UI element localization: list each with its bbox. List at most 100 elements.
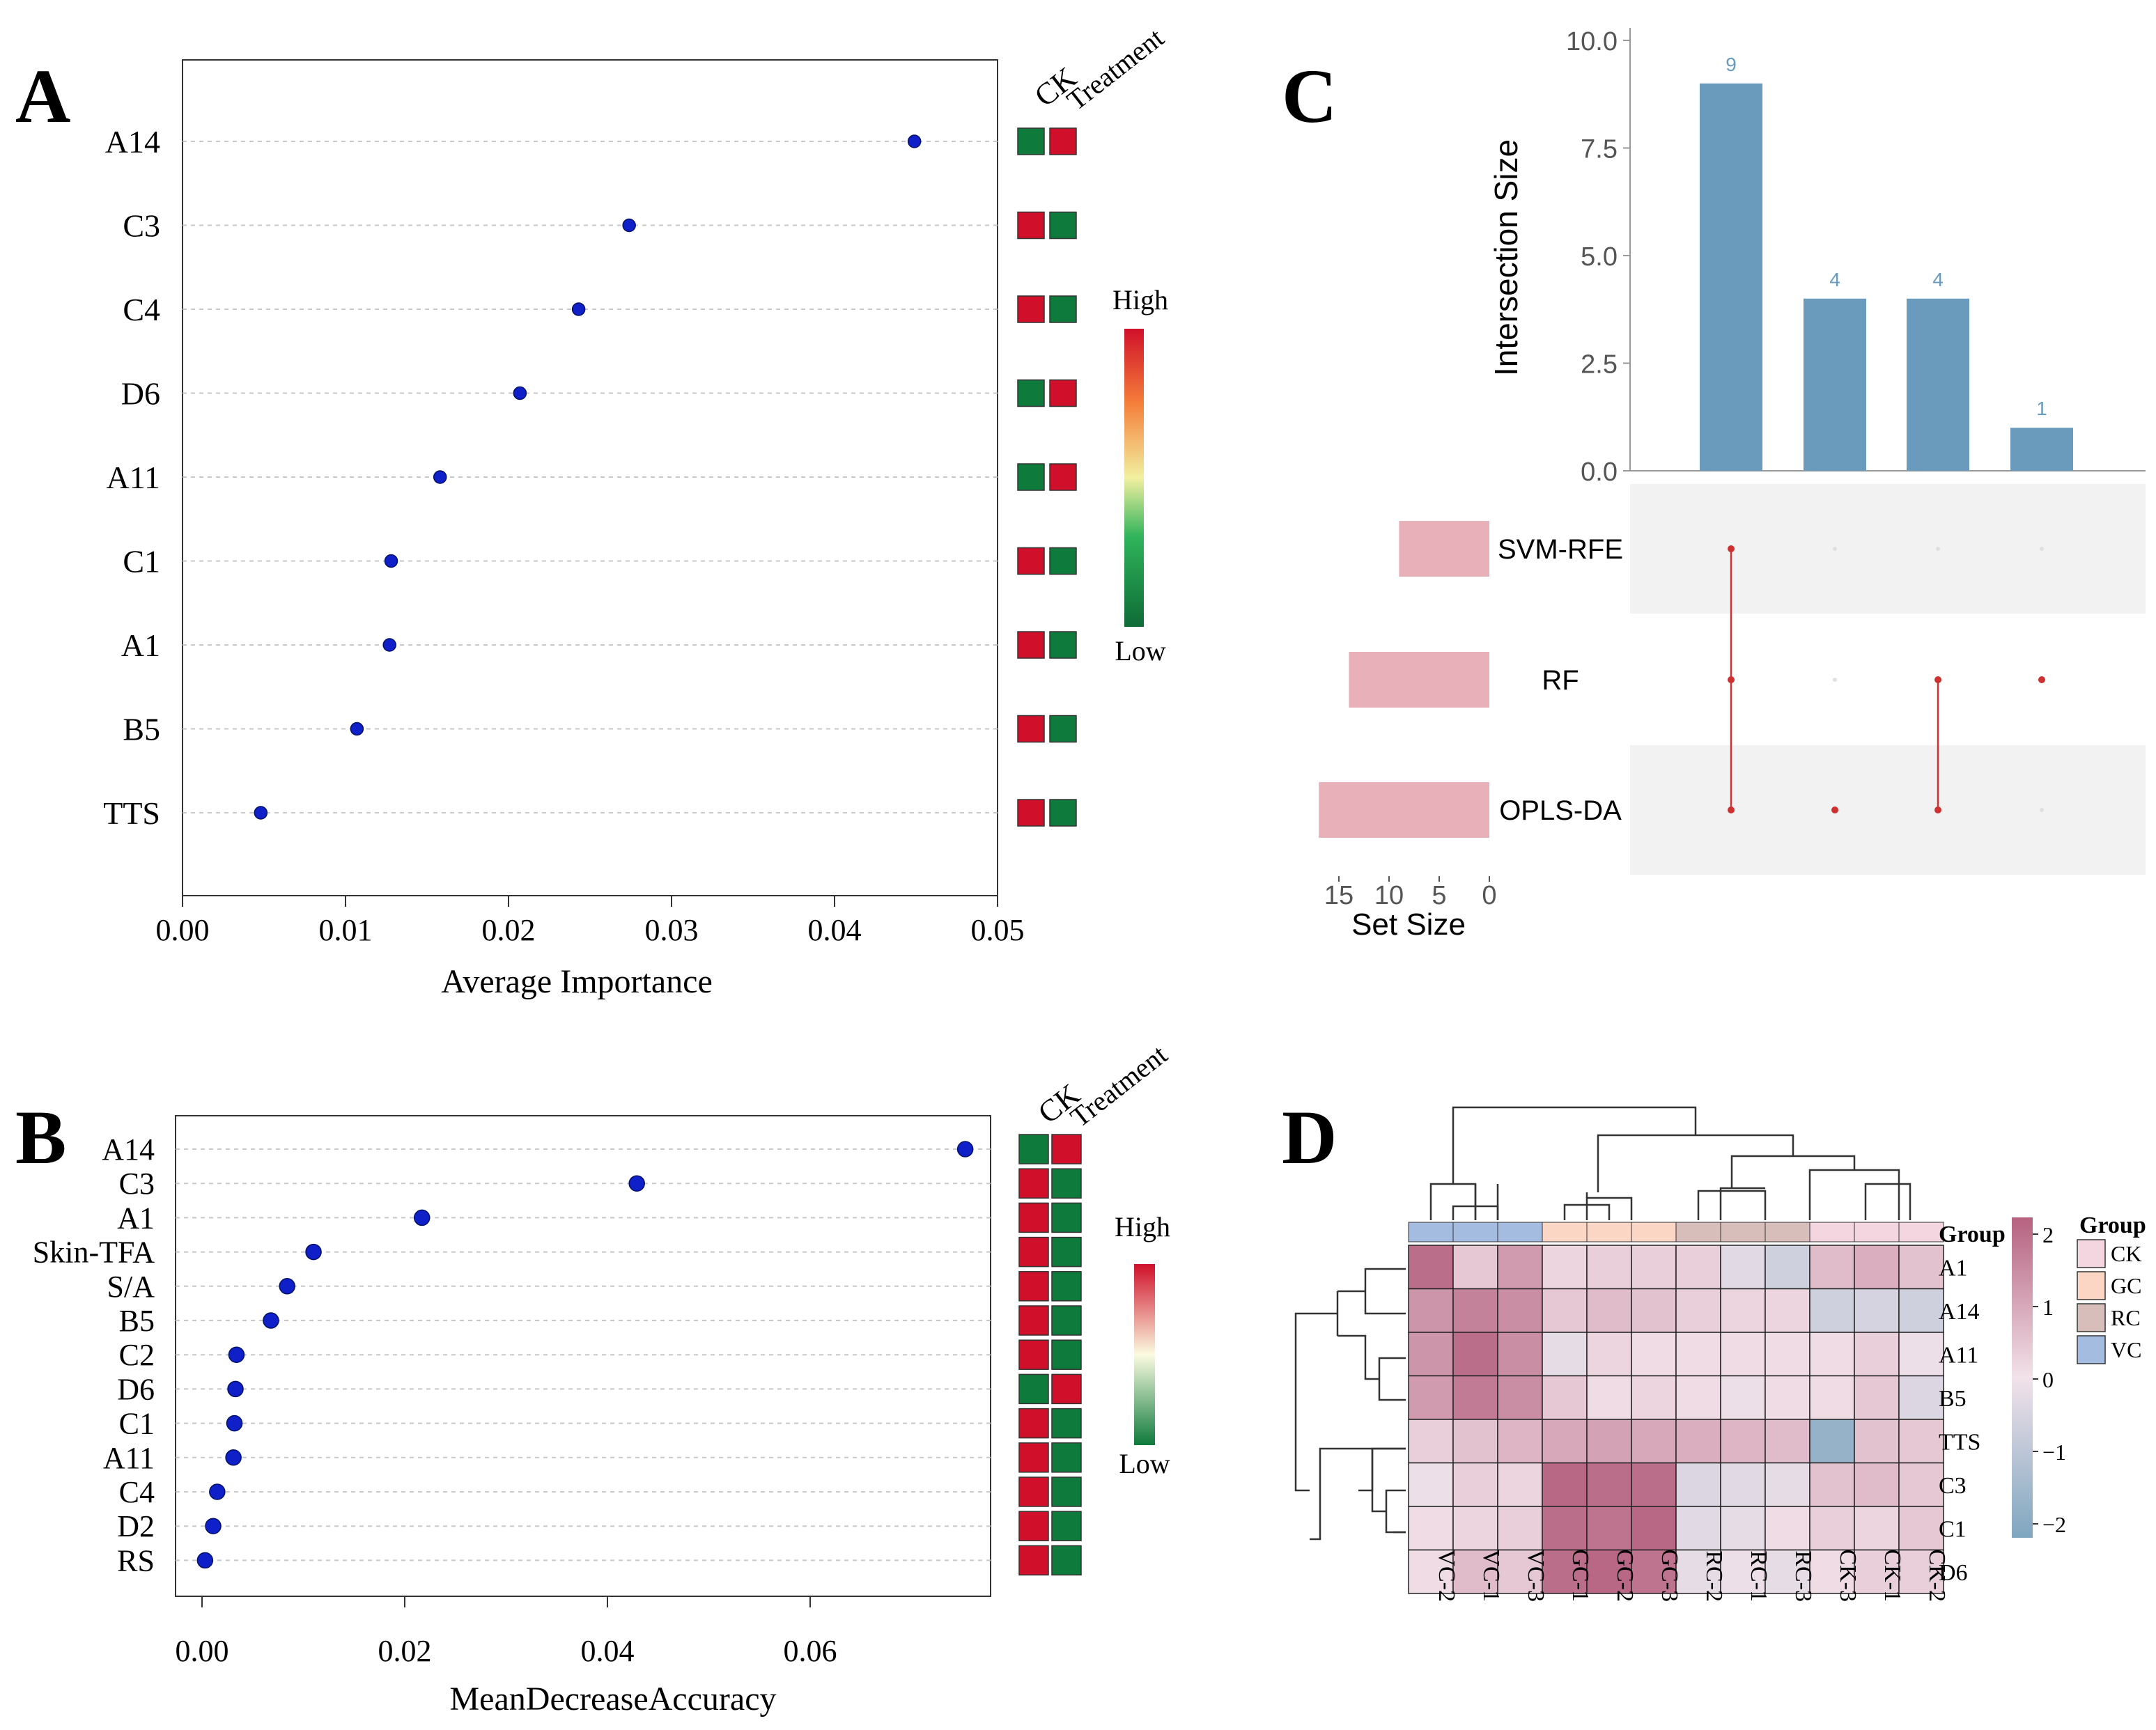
panel-d-heatmap-cell <box>1675 1419 1721 1464</box>
panel-a-group-cell <box>1049 379 1077 407</box>
panel-d-group-strip-cell <box>1497 1222 1543 1242</box>
panel-d-row-label: D6 <box>1939 1560 1968 1586</box>
panel-b-group-cell <box>1018 1511 1049 1541</box>
panel-d-heatmap-cell <box>1586 1288 1632 1333</box>
panel-a-group-cell <box>1017 295 1045 323</box>
panel-b-header-treatment: Treatment <box>1064 1038 1173 1133</box>
panel-b-group-cell <box>1018 1339 1049 1370</box>
panel-a-group-cell <box>1017 715 1045 743</box>
panel-a-data-point <box>384 554 398 568</box>
panel-d-legend-swatch <box>2077 1239 2106 1268</box>
panel-a-data-point <box>350 722 364 736</box>
panel-b-data-point <box>628 1175 645 1192</box>
panel-d-heatmap-cell <box>1854 1332 1900 1377</box>
panel-b-data-point <box>956 1141 974 1158</box>
panel-c-set-size-tick-label: 5 <box>1432 881 1446 910</box>
panel-c-matrix-dot <box>1936 547 1940 551</box>
panel-d-heatmap-cell <box>1854 1288 1900 1333</box>
panel-b-group-cell <box>1051 1373 1082 1405</box>
panel-d-group-strip-cell <box>1452 1222 1498 1242</box>
panel-b-category-label: Skin-TFA <box>33 1236 155 1270</box>
panel-d-group-strip-cell <box>1720 1222 1766 1242</box>
panel-c-set-label: OPLS-DA <box>1499 795 1622 826</box>
panel-c-matrix-dot <box>2040 547 2044 551</box>
panel-d-heatmap-cell <box>1497 1506 1543 1551</box>
panel-b-category-label: C1 <box>119 1407 155 1441</box>
panel-d-heatmap-cell <box>1408 1549 1454 1594</box>
panel-b-plot-frame <box>175 1115 991 1597</box>
panel-d-heatmap-cell <box>1675 1506 1721 1551</box>
panel-c-matrix-dot <box>1833 678 1837 682</box>
panel-a-category-label: TTS <box>103 795 160 831</box>
panel-a-group-cell <box>1017 547 1045 575</box>
panel-d-row-label: B5 <box>1939 1386 1967 1412</box>
panel-d-heatmap-cell <box>1720 1332 1766 1377</box>
panel-b-data-point <box>305 1243 322 1261</box>
panel-d-heatmap-cell <box>1898 1332 1944 1377</box>
panel-c-intersection-count: 1 <box>2036 398 2047 419</box>
panel-b-data-point <box>413 1209 431 1226</box>
panel-d-heatmap-cell <box>1497 1462 1543 1507</box>
panel-d-heatmap-cell <box>1542 1506 1588 1551</box>
panel-c-intersection-count: 9 <box>1725 54 1737 75</box>
panel-d-column-label: RC-3 <box>1790 1550 1816 1602</box>
panel-b-group-cell <box>1018 1442 1049 1473</box>
panel-b-group-cell <box>1018 1236 1049 1268</box>
panel-d-heatmap-cell <box>1854 1375 1900 1420</box>
panel-d-color-bar-tick-label: 0 <box>2042 1367 2054 1392</box>
panel-b-data-point <box>263 1312 279 1329</box>
panel-d-heatmap-cell <box>1809 1245 1855 1290</box>
panel-d-heatmap-cell <box>1675 1288 1721 1333</box>
panel-d-row-label: TTS <box>1939 1429 1980 1455</box>
panel-d-color-bar-tick-label: −1 <box>2042 1440 2066 1465</box>
panel-d-column-label: CK-2 <box>1924 1549 1950 1602</box>
panel-b-category-label: S/A <box>107 1270 155 1304</box>
panel-d-group-strip-cell <box>1898 1222 1944 1242</box>
panel-d-heatmap-cell <box>1765 1245 1810 1290</box>
panel-label-c: C <box>1282 54 1337 139</box>
panel-c-matrix-stripe <box>1630 484 2146 614</box>
panel-b-legend-low: Low <box>1119 1448 1170 1479</box>
panel-b-data-point <box>227 1380 244 1398</box>
panel-b-data-point <box>209 1483 226 1500</box>
panel-d-heatmap-cell <box>1408 1245 1454 1290</box>
panel-d-heatmap-cell <box>1720 1245 1766 1290</box>
panel-b-group-cell <box>1051 1511 1082 1541</box>
panel-c-set-size-bar <box>1349 652 1489 708</box>
panel-a-category-label: A11 <box>106 460 160 495</box>
panel-d-heatmap-cell <box>1854 1245 1900 1290</box>
panel-d-heatmap-cell <box>1854 1462 1900 1507</box>
panel-d-group-strip-cell <box>1854 1222 1900 1242</box>
panel-d-heatmap-cell <box>1765 1506 1810 1551</box>
panel-c-set-label: SVM-RFE <box>1498 534 1623 565</box>
panel-d-heatmap-cell <box>1675 1245 1721 1290</box>
panel-d-heatmap-cell <box>1497 1288 1543 1333</box>
panel-c-matrix-stripe <box>1630 745 2146 875</box>
panel-b-group-cell <box>1051 1134 1082 1164</box>
panel-d-column-label: VC-1 <box>1478 1549 1504 1602</box>
panel-d-column-label: GC-1 <box>1567 1549 1593 1602</box>
panel-a-legend-low: Low <box>1115 635 1165 667</box>
panel-a-category-label: C4 <box>123 292 160 327</box>
panel-b-group-cell <box>1018 1545 1049 1576</box>
panel-d-heatmap-cell <box>1765 1549 1810 1594</box>
panel-a-group-cell <box>1049 295 1077 323</box>
panel-a-color-bar <box>1124 329 1144 627</box>
panel-a-x-tick-label: 0.03 <box>645 913 699 947</box>
panel-d-color-bar-tick-label: 1 <box>2042 1295 2054 1320</box>
panel-c-y-tick-label: 2.5 <box>1581 350 1618 380</box>
panel-b-category-label: C2 <box>119 1338 155 1372</box>
panel-label-b: B <box>15 1095 66 1180</box>
panel-b-color-bar <box>1134 1264 1155 1445</box>
panel-d-heatmap-cell <box>1408 1375 1454 1420</box>
panel-d-heatmap-cell <box>1452 1506 1498 1551</box>
panel-c-intersection-bar <box>1907 298 1969 471</box>
panel-d-column-label: RC-2 <box>1701 1550 1727 1602</box>
panel-d-heatmap-cell <box>1586 1549 1632 1594</box>
panel-d-heatmap-cell <box>1720 1419 1766 1464</box>
panel-label-d: D <box>1282 1095 1337 1180</box>
panel-d-heatmap-cell <box>1809 1375 1855 1420</box>
panel-d-legend-label: RC <box>2111 1305 2141 1330</box>
panel-a-x-tick-label: 0.01 <box>319 913 373 947</box>
